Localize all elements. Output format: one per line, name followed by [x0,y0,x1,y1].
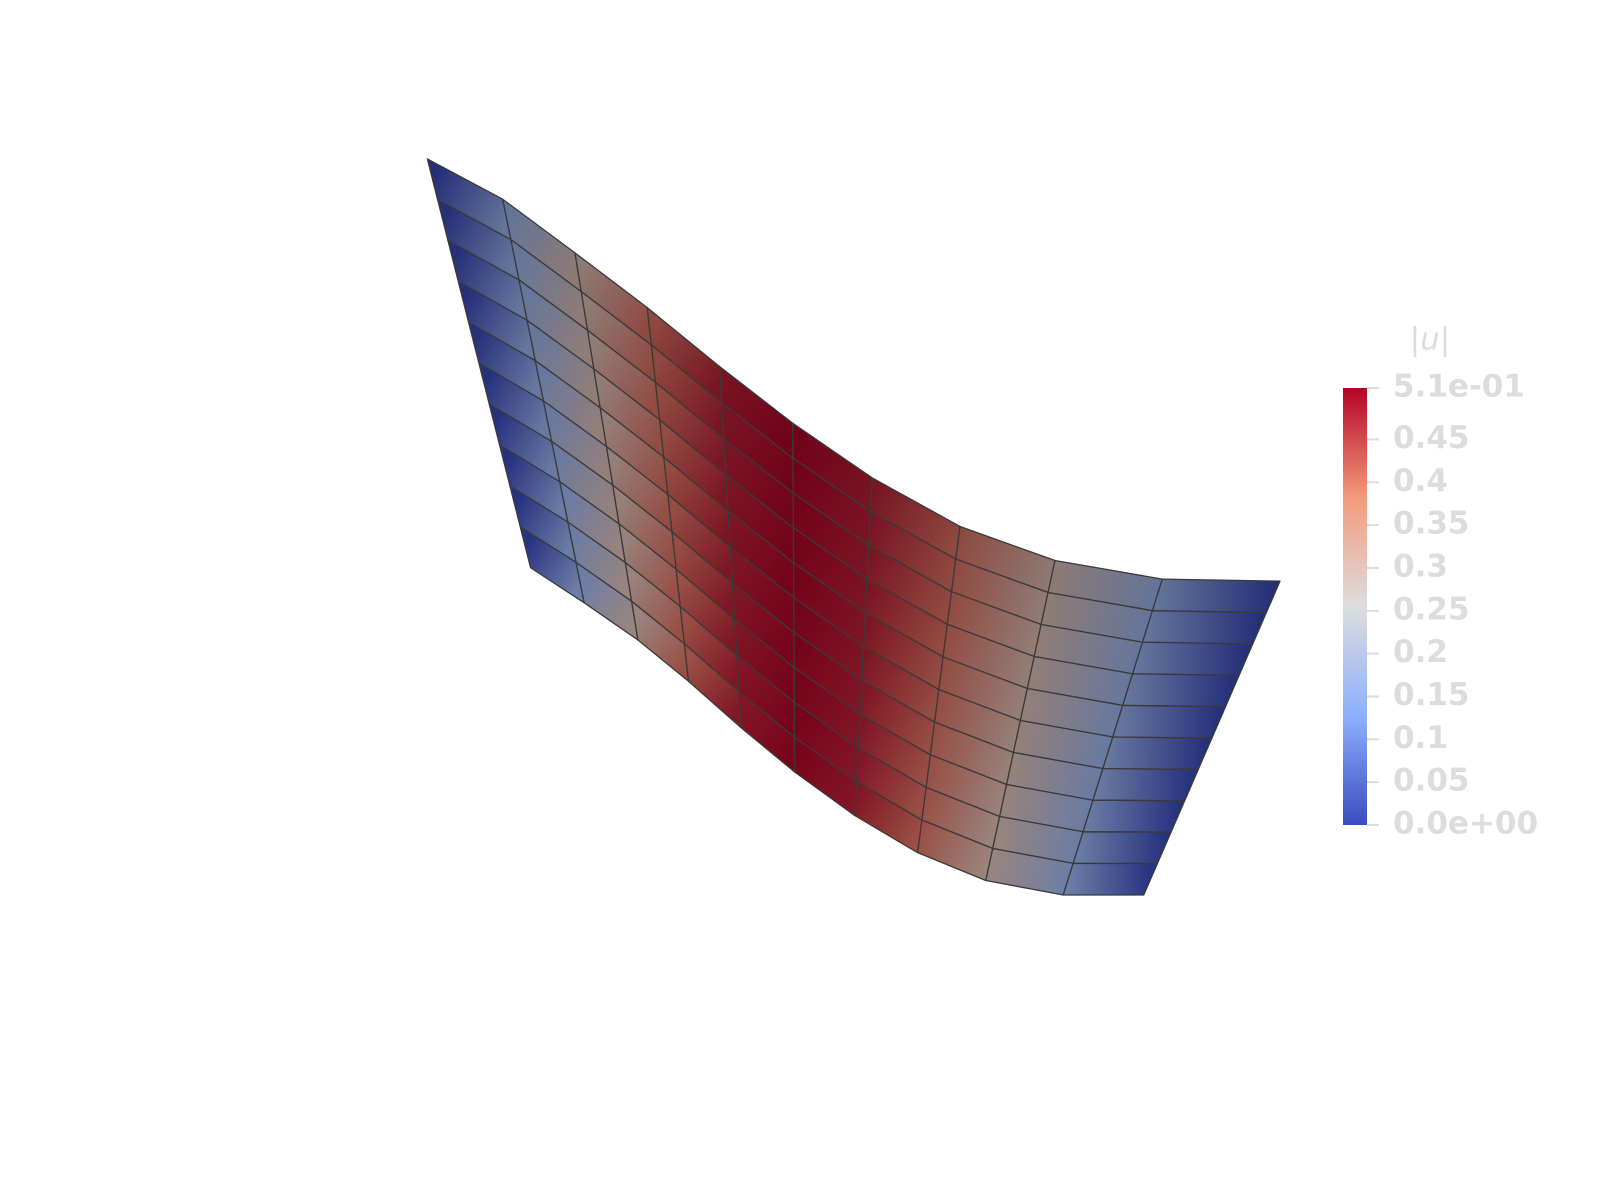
mesh-cell [1092,767,1199,802]
mesh-cell [1082,799,1186,833]
tick-label: 0.2 [1393,634,1448,670]
mesh-cell [1072,831,1172,865]
tick-label: 0.15 [1393,677,1470,713]
color-bar [1343,388,1367,825]
mesh-cell [1122,673,1240,708]
tick-label: 0.4 [1393,463,1448,499]
surface-mesh [426,158,1281,896]
tick-label: 0.45 [1393,420,1470,456]
tick-label: 0.1 [1393,720,1448,756]
legend-title: |u| [1410,322,1451,358]
tick-label: 5.1e-01 [1393,369,1525,405]
mesh-cell [1141,610,1268,645]
tick-label: 0.3 [1393,548,1448,584]
tick-label: 0.0e+00 [1393,806,1538,842]
tick-label: 0.05 [1393,763,1470,799]
mesh-cell [1151,578,1281,614]
tick-label: 0.35 [1393,506,1470,542]
color-legend: |u| 5.1e-01 0.45 0.4 0.35 0.3 0.25 0.2 0.15 0.1 0… [1343,322,1538,842]
mesh-cell [1102,736,1213,771]
mesh-cell [1112,704,1227,739]
mesh-cell [1062,862,1159,896]
mesh-cell [1131,641,1254,676]
tick-label: 0.25 [1393,591,1470,627]
